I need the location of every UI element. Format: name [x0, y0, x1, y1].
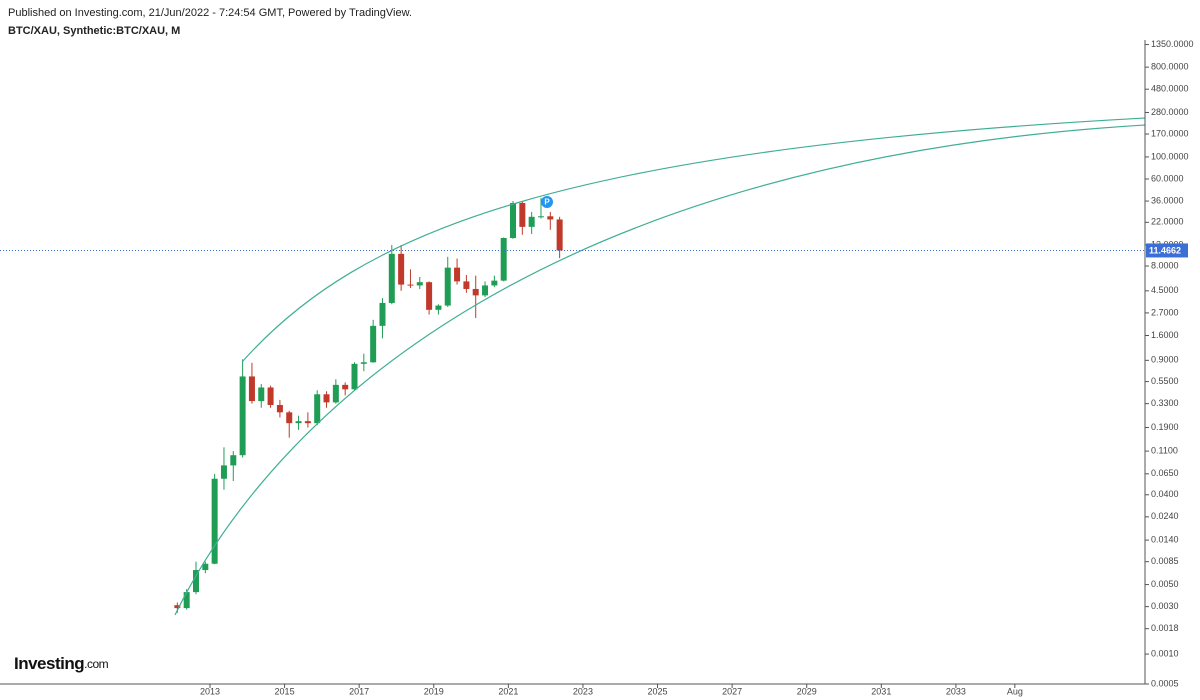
candle-body	[211, 478, 218, 564]
y-tick-label: 480.0000	[1151, 84, 1189, 94]
chart-title: BTC/XAU, Synthetic:BTC/XAU, M	[8, 25, 180, 37]
x-tick-label: 2017	[349, 686, 369, 696]
logo: Investing.com	[14, 654, 109, 673]
y-tick-label: 0.0400	[1151, 489, 1179, 499]
price-tag-label: 11.4662	[1149, 245, 1181, 255]
candle-body	[416, 282, 423, 286]
x-tick-label: 2019	[424, 686, 444, 696]
trend-curve-lower	[174, 124, 1146, 616]
candle-body	[239, 376, 246, 456]
y-tick-label: 0.0650	[1151, 468, 1179, 478]
y-tick-label: 0.0140	[1151, 534, 1179, 544]
y-tick-label: 0.1100	[1151, 445, 1178, 455]
candle-body	[454, 267, 461, 282]
x-tick-label: 2025	[648, 686, 668, 696]
candle-body	[500, 237, 507, 281]
candle-body	[295, 421, 302, 424]
x-tick-label: 2029	[797, 686, 817, 696]
y-tick-label: 1350.0000	[1151, 39, 1194, 49]
candle-body	[510, 203, 517, 238]
candle-body	[537, 216, 544, 218]
candle-body	[463, 281, 470, 289]
candle-body	[220, 465, 227, 479]
candle-body	[267, 387, 274, 405]
candle-body	[323, 394, 330, 403]
candle-body	[230, 455, 237, 466]
candle-body	[388, 253, 395, 303]
y-tick-label: 280.0000	[1151, 107, 1189, 117]
candle-body	[286, 412, 293, 424]
price-tag	[1146, 243, 1188, 258]
candle-body	[519, 203, 526, 227]
y-tick-label: 36.0000	[1151, 195, 1184, 205]
x-tick-label: 2023	[573, 686, 593, 696]
y-tick-label: 0.3300	[1151, 398, 1179, 408]
y-tick-label: 1.6000	[1151, 330, 1179, 340]
candle-body	[174, 605, 181, 609]
candle-body	[192, 570, 199, 593]
trend-curve-upper	[241, 117, 1146, 363]
marker-icon	[541, 196, 553, 208]
candle-body	[248, 376, 255, 402]
y-tick-label: 0.0010	[1151, 648, 1179, 658]
y-tick-label: 4.5000	[1151, 285, 1179, 295]
marker-label: P	[544, 198, 550, 207]
y-tick-label: 800.0000	[1151, 62, 1189, 72]
y-tick-label: 22.0000	[1151, 217, 1184, 227]
y-tick-label: 0.0240	[1151, 511, 1179, 521]
y-tick-label: 0.0030	[1151, 601, 1179, 611]
y-tick-label: 0.0050	[1151, 579, 1179, 589]
candle-body	[342, 384, 349, 390]
logo-name: Investing	[14, 654, 84, 673]
y-tick-label: 170.0000	[1151, 128, 1189, 138]
candle-body	[398, 253, 405, 285]
y-tick-label: 0.9000	[1151, 355, 1179, 365]
candle-body	[258, 387, 265, 402]
plot-area	[174, 197, 563, 613]
x-tick-label: 2013	[200, 686, 220, 696]
candle-body	[202, 563, 209, 571]
candle-body	[407, 284, 414, 286]
y-tick-label: 2.7000	[1151, 307, 1179, 317]
x-tick-label: 2027	[722, 686, 742, 696]
candle-body	[332, 384, 339, 403]
y-tick-label: 8.0000	[1151, 260, 1179, 270]
x-tick-label: 2021	[498, 686, 518, 696]
candle-body	[314, 394, 321, 424]
x-tick-label: 2031	[871, 686, 891, 696]
candle-body	[379, 302, 386, 326]
y-tick-label: 0.0018	[1151, 623, 1179, 633]
y-tick-label: 0.0005	[1151, 678, 1179, 688]
candle-body	[360, 362, 367, 364]
candle-body	[426, 282, 433, 310]
candle-body	[370, 325, 377, 363]
candle-body	[482, 285, 489, 296]
y-tick-label: 60.0000	[1151, 173, 1184, 183]
candle-body	[304, 421, 311, 424]
x-tick-label: 2015	[275, 686, 295, 696]
candle-body	[528, 216, 535, 227]
y-tick-label: 0.0085	[1151, 556, 1179, 566]
candle-body	[444, 267, 451, 306]
x-tick-label: 2033	[946, 686, 966, 696]
x-tick-label: Aug	[1007, 686, 1023, 696]
y-tick-label: 0.1900	[1151, 422, 1179, 432]
candle-body	[556, 219, 563, 251]
chart-subtitle: Published on Investing.com, 21/Jun/2022 …	[8, 7, 412, 19]
candle-body	[491, 280, 498, 286]
y-tick-label: 100.0000	[1151, 151, 1189, 161]
candle-body	[435, 305, 442, 310]
candle-body	[183, 592, 190, 609]
logo-suffix: .com	[84, 657, 109, 671]
candle-body	[351, 363, 358, 390]
candle-body	[472, 288, 479, 296]
candle-body	[276, 404, 283, 413]
candle-body	[547, 216, 554, 220]
y-tick-label: 0.5500	[1151, 376, 1179, 386]
